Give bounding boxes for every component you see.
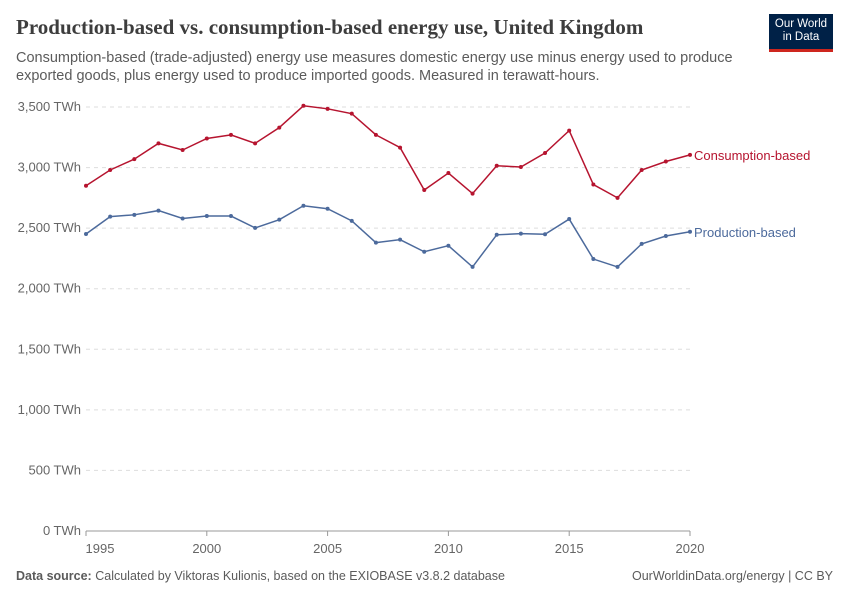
data-point [156,208,161,213]
data-point [373,240,378,245]
y-tick-label: 2,000 TWh [18,281,81,296]
x-tick-label: 2000 [192,541,221,556]
data-point [494,232,499,237]
data-source: Data source: Calculated by Viktoras Kuli… [16,569,505,583]
data-point [446,243,451,248]
data-point [180,148,185,153]
data-point [204,214,209,219]
line-chart: 0 TWh 500 TWh 1,000 TWh 1,500 TWh 2,000 TWh 2… [18,99,811,556]
data-point [591,257,596,262]
series-line [85,204,691,269]
data-point [373,132,378,137]
data-point [567,128,572,133]
y-tick-label: 500 TWh [28,462,81,477]
y-tick-label: 3,500 TWh [18,99,81,114]
y-tick-label: 1,500 TWh [18,341,81,356]
data-point [132,157,137,162]
data-point [84,231,88,236]
data-point [349,218,354,223]
x-tick-label: 2020 [676,541,705,556]
series-label: Production-based [694,225,796,240]
data-point [204,136,209,141]
y-tick-label: 3,000 TWh [18,160,81,175]
data-point [518,164,523,169]
data-point [422,249,427,254]
series-line [85,105,691,199]
data-point [543,232,548,237]
data-point [494,163,499,168]
x-tick-label: 2010 [434,541,463,556]
data-point [446,171,451,176]
data-point [156,141,161,146]
y-tick-label: 2,500 TWh [18,220,81,235]
x-tick-label: 2005 [313,541,342,556]
data-point [518,231,523,236]
x-tick-label: 2015 [555,541,584,556]
data-point [567,217,572,222]
data-point [228,132,233,137]
x-tick-label: 1995 [86,541,115,556]
data-point [639,167,644,172]
data-point [543,151,548,156]
series-label: Consumption-based [694,148,810,163]
data-point [301,103,306,108]
owid-logo[interactable]: Our World in Data [769,14,833,52]
data-point [663,234,668,239]
data-point [84,183,88,188]
data-point [470,191,475,196]
source-text: Calculated by Viktoras Kulionis, based o… [95,569,505,583]
data-point [325,106,330,111]
data-point [615,264,620,269]
data-point [228,214,233,219]
data-point [688,152,692,157]
data-point [253,225,258,230]
data-point [349,111,354,116]
chart-subtitle: Consumption-based (trade-adjusted) energ… [16,50,733,84]
data-point [108,167,113,172]
data-point [132,212,137,217]
y-tick-label: 0 TWh [43,523,81,538]
data-point [591,182,596,187]
data-point [663,159,668,164]
source-label: Data source: [16,569,92,583]
data-point [398,145,403,150]
data-point [470,264,475,269]
data-point [688,229,692,234]
y-tick-label: 1,000 TWh [18,402,81,417]
data-point [253,141,258,146]
data-point [422,187,427,192]
data-point [277,217,282,222]
data-point [398,237,403,242]
data-point [615,195,620,200]
data-point [301,203,306,208]
data-point [325,206,330,211]
chart-title: Production-based vs. consumption-based e… [16,15,644,39]
data-point [180,216,185,221]
credit-link[interactable]: OurWorldinData.org/energy | CC BY [631,569,833,583]
data-point [108,214,113,219]
data-point [277,125,282,130]
data-point [639,241,644,246]
